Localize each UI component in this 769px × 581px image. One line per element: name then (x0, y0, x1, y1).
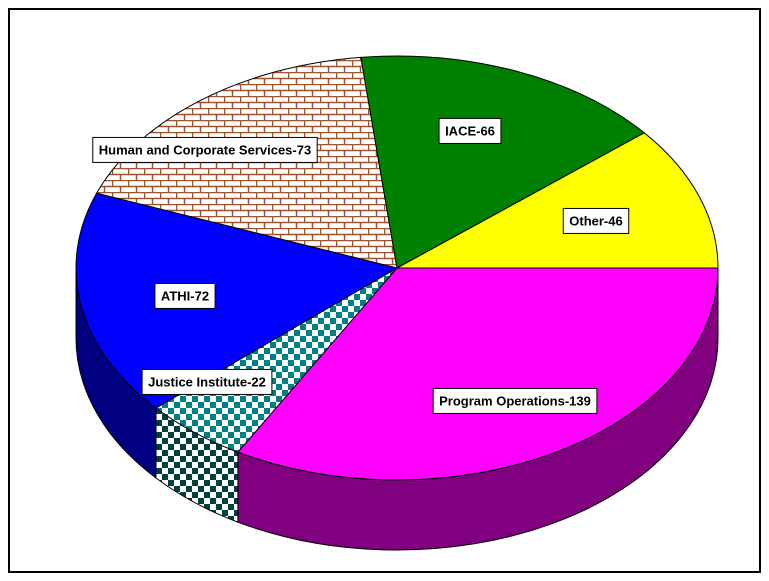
data-label: Program Operations-139 (439, 393, 591, 408)
data-label: IACE-66 (445, 123, 495, 138)
label-box (562, 207, 630, 234)
pie-slice (360, 55, 646, 269)
data-label: ATHI-72 (161, 288, 209, 303)
pie-slice (396, 132, 719, 269)
pie-slice (237, 267, 719, 481)
label-box (154, 282, 216, 309)
label-box (141, 368, 273, 395)
pie-slice (75, 192, 399, 409)
data-label: Justice Institute-22 (148, 374, 266, 389)
label-box (432, 387, 598, 414)
data-label: Human and Corporate Services-73 (99, 142, 311, 157)
label-box (438, 117, 502, 144)
data-label: Other-46 (569, 213, 622, 228)
label-box (92, 136, 318, 163)
